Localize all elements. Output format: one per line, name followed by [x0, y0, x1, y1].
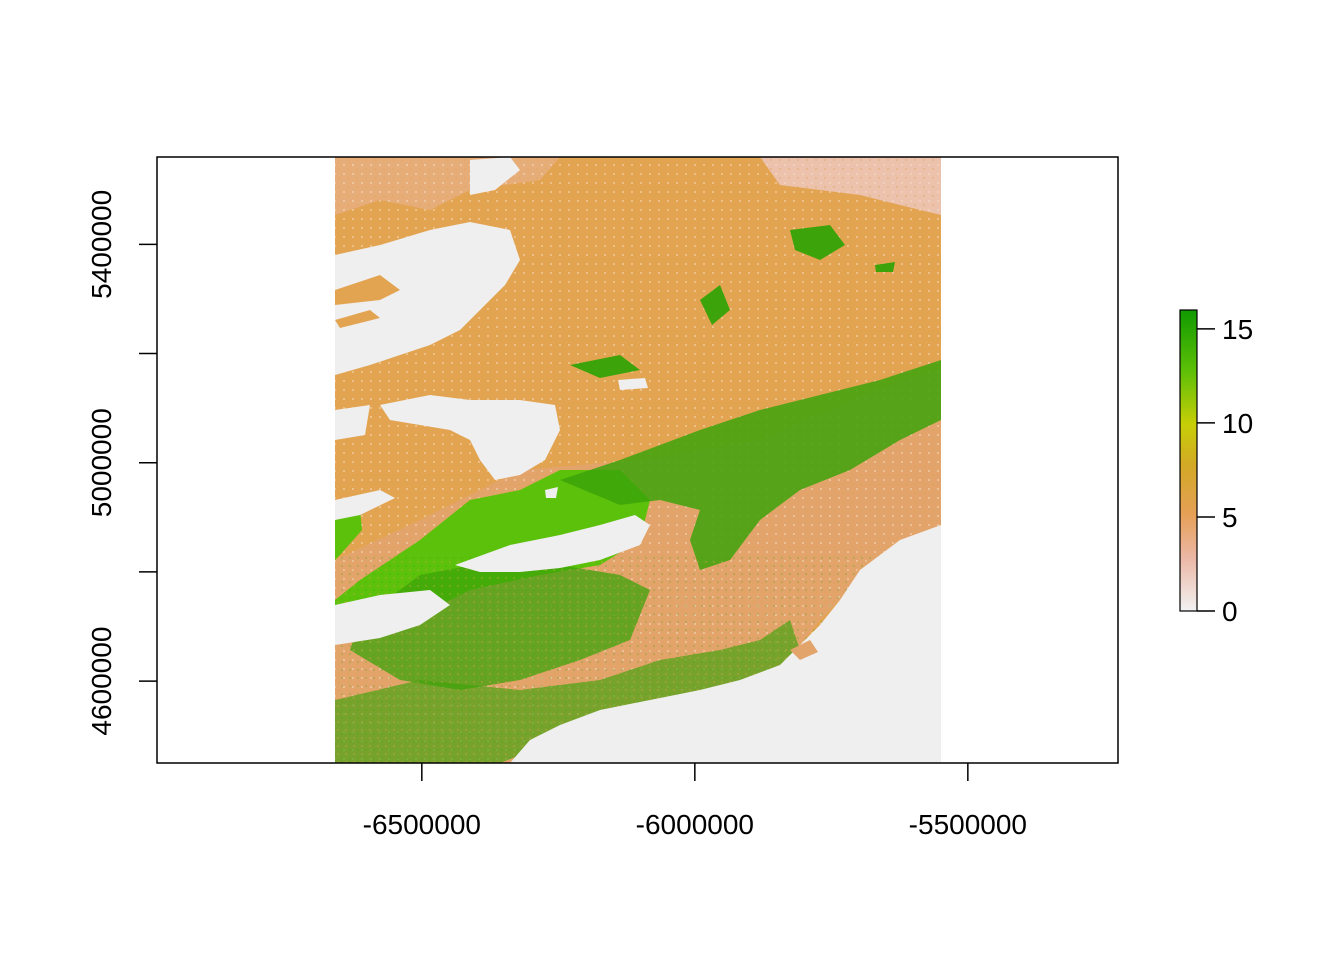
y-tick-label: 5000000 — [86, 408, 117, 517]
y-tick-label: 5400000 — [86, 190, 117, 299]
legend-ticks: 0 5 10 15 — [1197, 314, 1253, 627]
water-small-2 — [545, 487, 558, 498]
raster-layer — [335, 157, 941, 763]
legend-tick-label: 10 — [1222, 408, 1253, 439]
green-patch-n2 — [700, 285, 730, 325]
water-central-inlet — [380, 395, 560, 480]
y-tick-label: 4600000 — [86, 627, 117, 736]
legend-tick-label: 0 — [1222, 596, 1238, 627]
water-small-1 — [618, 378, 648, 390]
plot-frame — [156, 156, 1119, 764]
land-spit-1 — [335, 275, 400, 305]
land-spit-2 — [335, 310, 380, 328]
water-west-inlet — [335, 405, 370, 440]
green-belt-central — [560, 360, 941, 570]
water-ocean-southeast — [510, 525, 941, 763]
green-patch-n4 — [875, 262, 895, 272]
legend: 0 5 10 15 — [1179, 309, 1253, 627]
green-patch-n1 — [790, 225, 845, 260]
x-tick-label: -6000000 — [636, 809, 754, 840]
water-west-small — [335, 490, 395, 520]
green-patch-n3 — [570, 355, 640, 378]
cape-1 — [790, 640, 818, 660]
x-tick-label: -5500000 — [909, 809, 1027, 840]
x-axis: -6500000 -6000000 -5500000 — [363, 763, 1027, 840]
legend-colorbar — [1179, 309, 1198, 612]
water-southwest-lake — [335, 590, 450, 645]
water-north-bay — [335, 222, 520, 375]
y-axis: 4600000 5000000 5400000 — [86, 190, 157, 736]
water-north-top — [470, 157, 520, 195]
green-patch-w — [335, 510, 362, 560]
x-tick-label: -6500000 — [363, 809, 481, 840]
water-central-lake — [455, 515, 650, 572]
legend-tick-label: 15 — [1222, 314, 1253, 345]
legend-tick-label: 5 — [1222, 502, 1238, 533]
